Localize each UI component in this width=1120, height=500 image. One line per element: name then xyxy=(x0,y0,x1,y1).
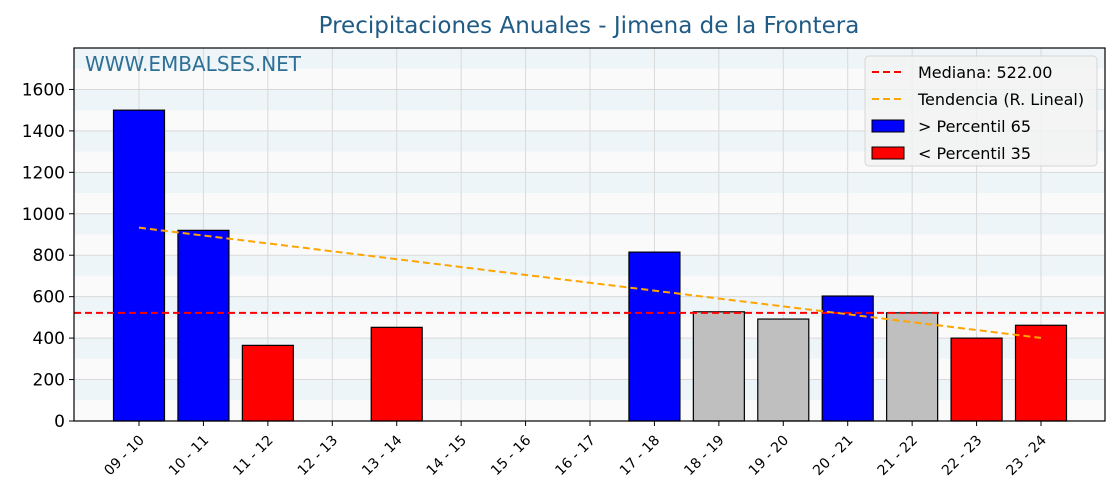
y-tick-label: 0 xyxy=(54,412,65,432)
plot-area xyxy=(73,47,1106,422)
bar-19-20 xyxy=(757,318,810,422)
bar-22-23 xyxy=(950,337,1003,422)
bar-21-22 xyxy=(886,312,939,422)
bar-23-24 xyxy=(1014,324,1068,422)
bar-13-14 xyxy=(370,326,423,422)
y-tick-label: 600 xyxy=(33,288,65,308)
y-tick-label: 1400 xyxy=(22,122,65,142)
y-tick-label: 1600 xyxy=(22,80,65,100)
bar-17-18 xyxy=(628,251,681,422)
bar-10-11 xyxy=(177,229,230,422)
y-tick-label: 400 xyxy=(33,329,65,349)
x-tick-label: 15 - 16 xyxy=(488,432,534,478)
bar-11-12 xyxy=(241,344,294,422)
legend-label: Tendencia (R. Lineal) xyxy=(917,90,1084,109)
watermark: WWW.EMBALSES.NET xyxy=(85,52,302,76)
bar-20-21 xyxy=(821,295,874,422)
y-tick-label: 800 xyxy=(33,246,65,266)
x-tick-label: 12 - 13 xyxy=(295,433,341,479)
chart-title: Precipitaciones Anuales - Jimena de la F… xyxy=(319,13,860,39)
trend-line xyxy=(138,226,1042,339)
x-tick-label: 18 - 19 xyxy=(681,433,727,479)
x-tick-label: 22 - 23 xyxy=(939,433,985,479)
legend-box xyxy=(864,55,1098,167)
x-tick-label: 23 - 24 xyxy=(1003,432,1049,478)
bar-18-19 xyxy=(692,311,745,422)
x-tick-label: 21 - 22 xyxy=(875,433,921,479)
legend-label: Mediana: 522.00 xyxy=(918,63,1052,82)
y-axis: 0 200 400 600 800 1000 1200 1400 1600 xyxy=(22,80,74,432)
legend-patch-swatch xyxy=(871,119,905,133)
x-tick-label: 19 - 20 xyxy=(746,433,792,479)
y-tick-label: 200 xyxy=(33,371,65,391)
y-tick-label: 1200 xyxy=(22,163,65,183)
x-tick-label: 09 - 10 xyxy=(101,433,147,479)
x-tick-label: 20 - 21 xyxy=(810,433,856,479)
legend-label: > Percentil 65 xyxy=(918,117,1031,136)
x-tick-label: 14 - 15 xyxy=(424,433,470,479)
x-tick-label: 17 - 18 xyxy=(617,433,663,479)
x-axis: 09 - 10 10 - 11 11 - 12 12 - 13 13 - 14 14 - … xyxy=(101,421,1050,479)
legend-patch-swatch xyxy=(871,146,905,160)
y-tick-label: 1000 xyxy=(22,205,65,225)
legend: Mediana: 522.00 Tendencia (R. Lineal) > P… xyxy=(864,55,1098,167)
x-tick-label: 13 - 14 xyxy=(359,432,405,478)
bar-09-10 xyxy=(112,109,166,422)
legend-label: < Percentil 35 xyxy=(918,144,1031,163)
x-tick-label: 10 - 11 xyxy=(166,433,212,479)
x-tick-label: 11 - 12 xyxy=(230,433,276,479)
x-tick-label: 16 - 17 xyxy=(552,433,598,479)
